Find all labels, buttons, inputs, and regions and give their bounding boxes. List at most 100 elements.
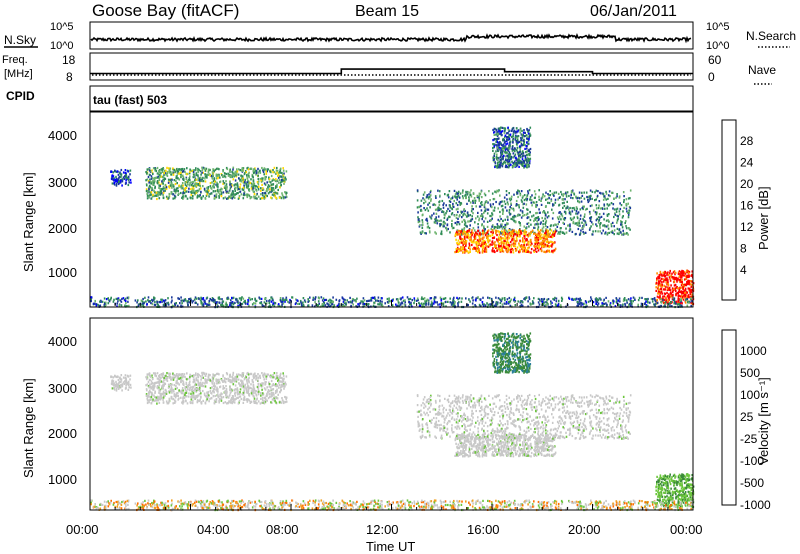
scatter-cell <box>558 215 561 218</box>
scatter-cell <box>560 190 562 194</box>
scatter-cell <box>510 217 512 220</box>
scatter-cell <box>542 243 545 246</box>
scatter-cell <box>204 190 207 193</box>
scatter-cell <box>216 181 218 184</box>
scatter-cell <box>597 216 600 219</box>
scatter-cell <box>242 194 245 197</box>
scatter-cell <box>578 191 581 194</box>
scatter-cell <box>300 301 302 304</box>
scatter-cell <box>215 183 217 186</box>
scatter-cell <box>320 296 323 299</box>
scatter-cell <box>622 299 625 302</box>
scatter-cell <box>440 219 442 222</box>
scatter-cell <box>687 294 690 297</box>
scatter-cell <box>276 171 278 174</box>
scatter-cell <box>526 147 528 150</box>
scatter-cell <box>473 199 475 202</box>
scatter-cell <box>590 298 593 301</box>
scatter-cell <box>551 233 553 237</box>
scatter-cell <box>154 169 156 172</box>
scatter-cell <box>172 197 174 200</box>
scatter-cell <box>321 299 324 302</box>
scatter-cell <box>589 217 591 220</box>
scatter-cell <box>181 196 183 199</box>
scatter-cell <box>462 243 464 247</box>
scatter-cell <box>564 192 567 195</box>
scatter-cell <box>318 302 320 305</box>
scatter-cell <box>507 241 510 244</box>
scatter-cell <box>677 292 680 295</box>
scatter-cell <box>237 168 240 171</box>
scatter-cell <box>209 174 211 177</box>
scatter-cell <box>163 301 166 304</box>
scatter-cell <box>603 298 605 301</box>
scatter-cell <box>351 298 354 301</box>
scatter-cell <box>541 300 544 303</box>
scatter-cell <box>513 209 515 212</box>
scatter-cell <box>300 304 303 307</box>
scatter-cell <box>239 186 241 189</box>
scatter-cell <box>505 301 508 304</box>
scatter-cell <box>169 184 172 187</box>
scatter-cell <box>682 270 685 273</box>
scatter-cell <box>519 245 522 248</box>
scatter-cell <box>216 301 218 304</box>
scatter-cell <box>495 143 497 147</box>
scatter-cell <box>679 290 681 293</box>
scatter-cell <box>195 191 198 194</box>
scatter-cell <box>166 302 168 305</box>
scatter-cell <box>208 195 210 198</box>
scatter-cell <box>508 228 511 231</box>
scatter-cell <box>573 216 575 219</box>
scatter-cell <box>378 303 381 306</box>
scatter-cell <box>460 239 463 242</box>
scatter-cell <box>526 158 528 161</box>
scatter-cell <box>327 299 330 302</box>
scatter-cell <box>599 226 601 229</box>
scatter-cell <box>462 238 465 241</box>
scatter-cell <box>182 184 184 187</box>
scatter-cell <box>552 211 555 215</box>
scatter-cell <box>282 173 284 176</box>
scatter-cell <box>349 300 352 303</box>
scatter-cell <box>568 297 571 300</box>
scatter-cell <box>261 179 264 182</box>
scatter-cell <box>149 300 151 303</box>
scatter-cell <box>683 278 686 281</box>
scatter-cell <box>640 302 643 305</box>
scatter-cell <box>318 297 320 300</box>
scatter-cell <box>478 199 481 202</box>
scatter-cell <box>149 191 151 194</box>
scatter-cell <box>351 299 354 303</box>
scatter-cell <box>208 303 211 306</box>
scatter-cell <box>515 230 517 233</box>
scatter-cell <box>118 382 120 385</box>
scatter-cell <box>555 229 558 232</box>
scatter-cell <box>420 297 423 301</box>
scatter-cell <box>544 212 547 216</box>
scatter-cell <box>551 208 553 211</box>
scatter-cell <box>691 300 693 303</box>
scatter-cell <box>457 298 459 301</box>
scatter-cell <box>449 200 452 203</box>
power-colorbar-label: Power [dB] <box>756 186 771 250</box>
scatter-cell <box>198 182 201 186</box>
scatter-cell <box>241 179 243 182</box>
scatter-cell <box>482 239 484 242</box>
scatter-cell <box>687 275 690 279</box>
scatter-cell <box>461 297 463 300</box>
scatter-cell <box>493 145 496 148</box>
scatter-cell <box>502 250 505 253</box>
scatter-cell <box>502 231 505 234</box>
scatter-cell <box>283 299 285 302</box>
scatter-cell <box>442 305 445 308</box>
scatter-cell <box>161 180 163 183</box>
scatter-cell <box>173 305 175 308</box>
scatter-cell <box>519 148 521 151</box>
scatter-cell <box>146 189 148 192</box>
freq-tick-top: 18 <box>62 53 76 67</box>
scatter-cell <box>280 300 283 303</box>
scatter-cell <box>502 243 505 246</box>
scatter-cell <box>502 219 504 222</box>
scatter-cell <box>164 177 167 180</box>
